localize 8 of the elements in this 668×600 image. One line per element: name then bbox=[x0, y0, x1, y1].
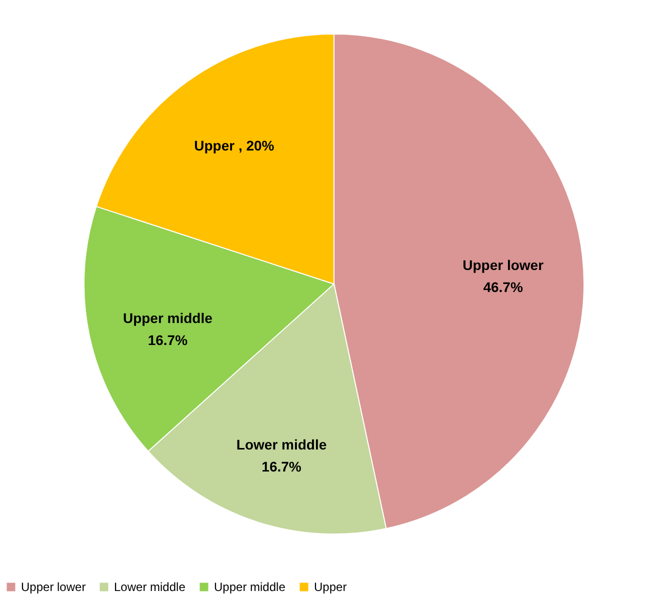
legend-label: Upper lower bbox=[21, 580, 86, 594]
data-label: Upper , 20% bbox=[194, 137, 275, 154]
legend-label: Upper middle bbox=[214, 580, 286, 594]
data-label: Lower middle 16.7% bbox=[236, 436, 327, 475]
legend-label: Upper bbox=[314, 580, 347, 594]
legend-label: Lower middle bbox=[114, 580, 186, 594]
data-label: Upper lower 46.7% bbox=[462, 257, 544, 296]
data-label: Upper middle 16.7% bbox=[122, 310, 213, 348]
